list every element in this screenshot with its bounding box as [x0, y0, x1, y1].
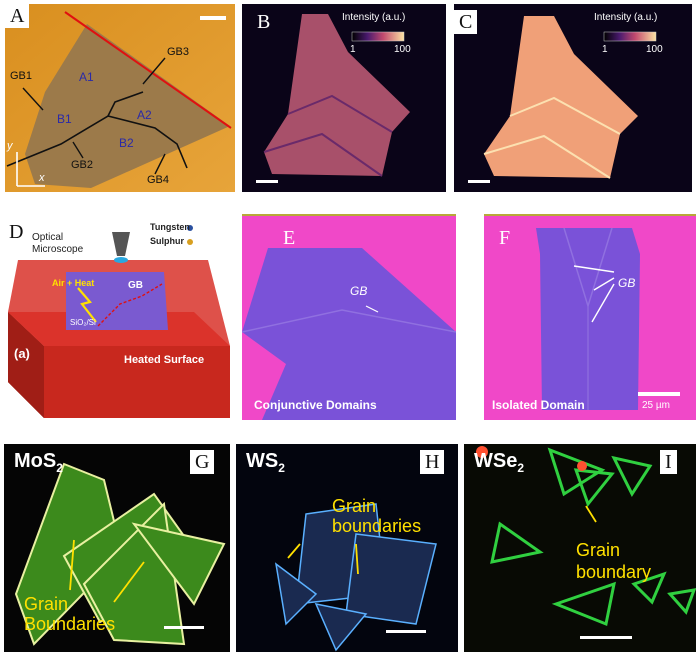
panel-d: D Optical Microscope Tungsten Sulphur Ai…	[4, 222, 234, 422]
panel-e-letter: E	[283, 227, 296, 249]
panel-f-caption: Isolated Domain	[492, 398, 585, 412]
gb-label-e: GB	[350, 284, 368, 298]
panel-h-letter: H	[420, 450, 445, 474]
panel-h-material-text: WS	[246, 450, 279, 472]
panel-a: A GB1 GB2 GB3 GB4 A1 A2 B1 B2 y x	[5, 4, 235, 192]
panel-g-letter: G	[190, 450, 215, 474]
panel-e-image	[242, 214, 456, 420]
panel-b-colorbar-title: Intensity (a.u.)	[342, 12, 406, 23]
panel-a-image	[5, 4, 235, 192]
a2-label: A2	[137, 108, 152, 122]
panel-h-label-line1: Grain	[332, 496, 377, 516]
panel-i-material: WSe2	[474, 450, 524, 475]
panel-c-image	[468, 16, 657, 183]
sulphur-label: Sulphur	[150, 236, 184, 246]
panel-h-image	[274, 503, 437, 652]
panel-b-colorbar-min: 1	[350, 44, 356, 55]
panel-h-material: WS2	[246, 450, 285, 475]
gb1-label: GB1	[10, 70, 33, 82]
b1-label: B1	[57, 112, 72, 126]
panel-f-image	[484, 214, 696, 410]
panel-g: MoS2 G Grain Boundaries	[4, 444, 230, 652]
panel-a-letter: A	[5, 4, 30, 28]
gb2-label: GB2	[71, 159, 94, 171]
gb-label-d: GB	[128, 280, 143, 291]
panel-g-material-text: MoS	[14, 450, 57, 472]
panel-b-colorbar-max: 100	[394, 44, 411, 55]
panel-i-label-line2: boundary	[576, 562, 652, 582]
panel-h-material-subscript: 2	[278, 461, 285, 475]
panel-i-label-line1: Grain	[576, 540, 621, 560]
panel-e-caption: Conjunctive Domains	[254, 398, 377, 412]
panel-i-image	[476, 446, 696, 639]
panel-d-letter: D	[9, 222, 24, 243]
optical-label-line2: Microscope	[32, 244, 84, 255]
tungsten-label: Tungsten	[150, 222, 190, 232]
panel-g-image	[14, 462, 226, 646]
panel-b-image	[256, 14, 410, 183]
gb-label-f: GB	[618, 276, 636, 290]
panel-i-letter: I	[660, 450, 677, 474]
panel-g-label-line1: Grain	[24, 594, 69, 614]
air-heat-label: Air + Heat	[52, 278, 95, 288]
panel-c-colorbar-max: 100	[646, 44, 663, 55]
sub-figure-label: (a)	[14, 346, 30, 361]
optical-label-line1: Optical	[32, 232, 64, 243]
panel-c: C Intensity (a.u.) 1 100	[454, 4, 692, 192]
substrate-label: SiO₂/Si	[70, 318, 96, 327]
panel-e: E GB Conjunctive Domains	[242, 214, 456, 420]
panel-b-letter: B	[257, 11, 271, 33]
gb4-label: GB4	[147, 174, 170, 186]
b2-label: B2	[119, 136, 134, 150]
panel-f-letter: F	[499, 227, 511, 249]
panel-h: WS2 H Grain boundaries	[236, 444, 458, 652]
a1-label: A1	[79, 70, 94, 84]
panel-b: B Intensity (a.u.) 1 100	[242, 4, 446, 192]
axis-y-label: y	[7, 140, 13, 152]
scale-bar-label: 25 µm	[642, 400, 670, 411]
panel-c-colorbar-min: 1	[602, 44, 608, 55]
panel-i-material-text: WSe	[474, 450, 518, 472]
panel-c-colorbar-title: Intensity (a.u.)	[594, 12, 658, 23]
panel-i: WSe2 I Grain boundary	[464, 444, 696, 652]
gb3-label: GB3	[167, 46, 190, 58]
axis-x-label: x	[39, 172, 45, 184]
panel-c-letter: C	[454, 10, 478, 34]
panel-g-material: MoS2	[14, 450, 63, 475]
panel-g-material-subscript: 2	[56, 461, 63, 475]
panel-i-material-subscript: 2	[517, 461, 525, 475]
panel-h-label-line2: boundaries	[332, 516, 422, 536]
heated-surface-label: Heated Surface	[124, 354, 205, 366]
panel-d-schematic	[8, 225, 230, 418]
panel-f: F GB Isolated Domain 25 µm	[484, 214, 696, 420]
panel-g-label-line2: Boundaries	[24, 614, 116, 634]
